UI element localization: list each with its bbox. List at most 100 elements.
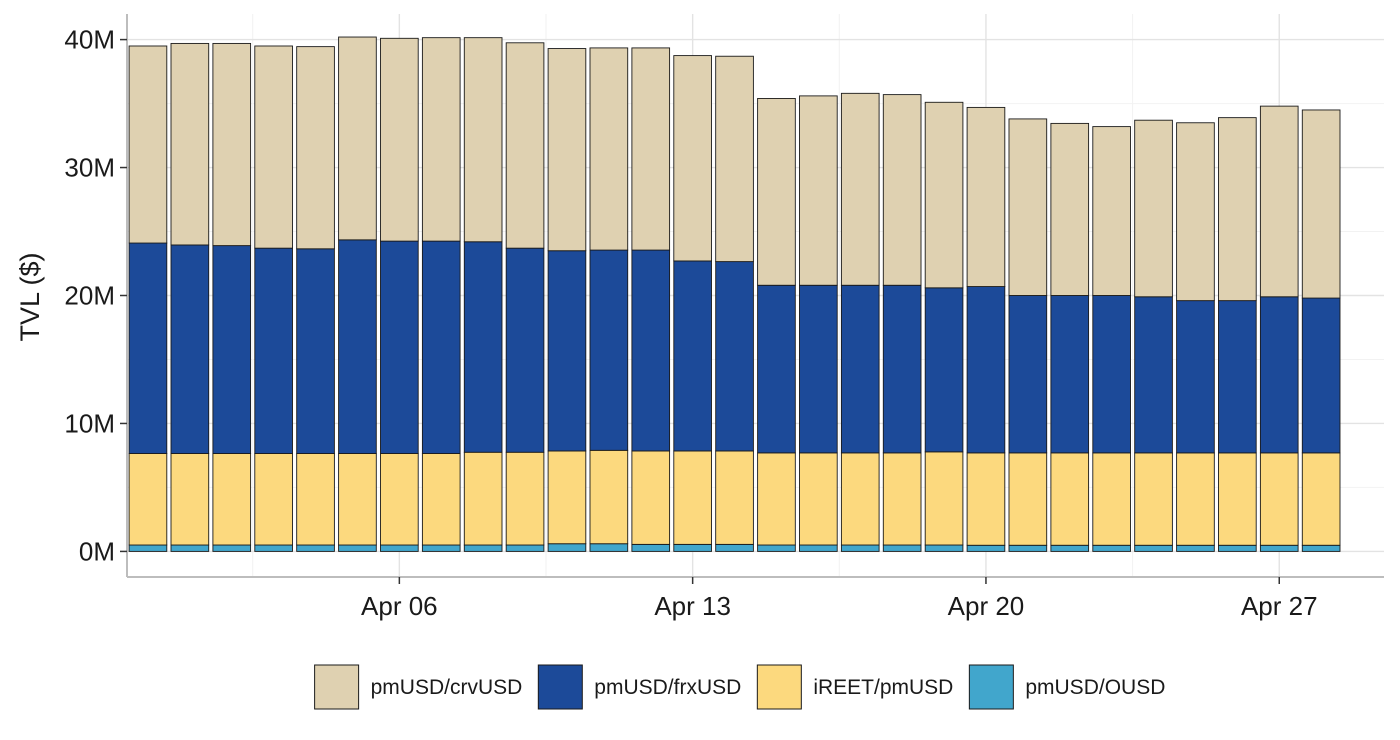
bar-segment <box>212 245 252 454</box>
y-axis-title: TVL ($) <box>15 252 45 341</box>
bar-segment <box>1134 544 1173 552</box>
bar-segment <box>380 453 419 546</box>
bar-segment <box>547 450 587 545</box>
bar-segment <box>799 284 838 454</box>
bar-segment <box>421 544 461 552</box>
bar-segment <box>1259 105 1299 298</box>
bar-segment <box>882 284 922 454</box>
bar-segment <box>170 453 210 546</box>
bar-segment <box>1092 126 1131 296</box>
bar-segment <box>757 452 796 546</box>
bar-segment <box>1050 452 1090 546</box>
bar-segment <box>715 543 754 552</box>
legend-key <box>314 664 360 710</box>
y-tick-label: 30M <box>64 153 115 183</box>
bar-segment <box>547 543 587 552</box>
bars <box>128 36 1341 552</box>
legend-label: iREET/pmUSD <box>813 676 953 699</box>
bar-segment <box>505 42 545 249</box>
bar-segment <box>128 544 168 552</box>
bar-segment <box>338 453 377 546</box>
bar-segment <box>1218 544 1257 552</box>
bar-segment <box>715 450 754 545</box>
legend-label: pmUSD/OUSD <box>1025 676 1165 699</box>
x-tick-label: Apr 20 <box>948 591 1025 621</box>
bar-segment <box>212 544 252 552</box>
bar-segment <box>966 286 1006 454</box>
bar-segment <box>296 248 335 454</box>
bar-segment <box>254 453 293 546</box>
bar-segment <box>673 543 712 552</box>
bar-segment <box>463 37 503 243</box>
bar-segment <box>924 287 964 453</box>
bar-segment <box>1008 544 1048 552</box>
bar-segment <box>673 55 712 262</box>
bar-segment <box>170 244 210 454</box>
bar-segment <box>170 544 210 552</box>
bar-segment <box>924 451 964 546</box>
legend-key <box>537 664 583 710</box>
legend: pmUSD/crvUSD pmUSD/frxUSD iREET/pmUSD pmUSD… <box>314 664 1165 710</box>
bar-segment <box>1008 118 1048 296</box>
bar-segment <box>840 284 880 454</box>
bar-segment <box>757 544 796 552</box>
bar-segment <box>715 55 754 263</box>
bar-segment <box>1176 544 1215 552</box>
bar-segment <box>589 249 629 451</box>
bar-segment <box>338 36 377 241</box>
bar-segment <box>715 261 754 452</box>
bar-segment <box>924 544 964 552</box>
legend-key <box>756 664 802 710</box>
bar-segment <box>631 47 671 251</box>
bar-segment <box>296 453 335 546</box>
bar-segment <box>1134 119 1173 298</box>
legend-label: pmUSD/frxUSD <box>594 676 741 699</box>
bar-segment <box>1301 109 1341 299</box>
bar-segment <box>380 544 419 552</box>
bar-segment <box>1050 295 1090 454</box>
bar-segment <box>631 249 671 452</box>
bar-segment <box>254 544 293 552</box>
bar-segment <box>1259 296 1299 454</box>
bar-segment <box>1259 452 1299 546</box>
bar-segment <box>463 451 503 546</box>
bar-segment <box>1008 295 1048 454</box>
bar-segment <box>1134 452 1173 546</box>
axes <box>120 14 1384 584</box>
bar-segment <box>296 46 335 250</box>
bar-segment <box>840 452 880 546</box>
y-tick-label: 20M <box>64 281 115 311</box>
bar-segment <box>338 239 377 454</box>
bar-segment <box>505 451 545 546</box>
legend-item: iREET/pmUSD <box>756 664 953 710</box>
bar-segment <box>547 48 587 252</box>
bar-segment <box>254 45 293 249</box>
bar-segment <box>589 47 629 251</box>
legend-key <box>968 664 1014 710</box>
grid-minor <box>127 14 1384 577</box>
bar-segment <box>421 240 461 454</box>
y-tick-label: 0M <box>79 536 115 566</box>
bar-segment <box>1092 544 1131 552</box>
bar-segment <box>380 37 419 242</box>
bar-segment <box>882 452 922 546</box>
bar-segment <box>966 452 1006 546</box>
bar-segment <box>296 544 335 552</box>
bar-segment <box>673 260 712 452</box>
bar-segment <box>547 250 587 452</box>
bar-segment <box>1218 452 1257 546</box>
bar-segment <box>631 543 671 552</box>
bar-segment <box>212 42 252 247</box>
bar-segment <box>882 544 922 552</box>
bar-segment <box>1218 117 1257 302</box>
bar-segment <box>505 544 545 552</box>
bar-segment <box>128 45 168 244</box>
bar-segment <box>757 284 796 454</box>
bar-segment <box>882 94 922 286</box>
x-tick-label: Apr 27 <box>1241 591 1318 621</box>
bar-segment <box>1301 544 1341 552</box>
bar-segment <box>840 544 880 552</box>
bar-segment <box>1176 452 1215 546</box>
bar-segment <box>966 544 1006 552</box>
